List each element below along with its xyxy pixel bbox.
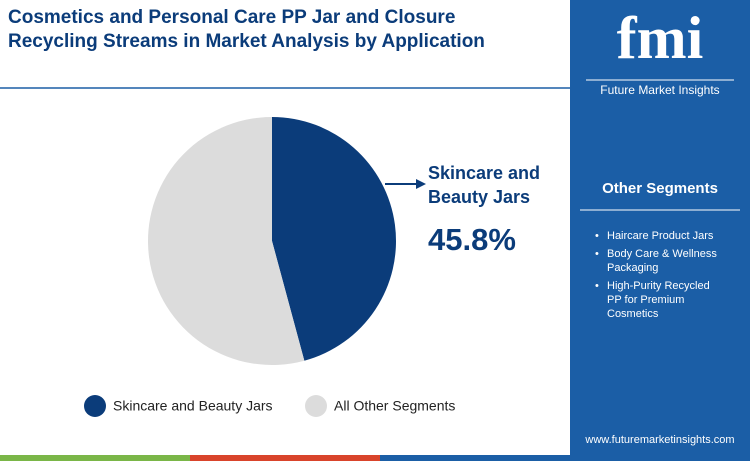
legend-label: All Other Segments — [334, 398, 455, 414]
legend-swatch — [84, 395, 106, 417]
legend-label: Skincare and Beauty Jars — [113, 398, 273, 414]
callout-label-line: Beauty Jars — [428, 187, 530, 207]
segment-item-line: Haircare Product Jars — [607, 230, 714, 242]
legend-swatch — [305, 395, 327, 417]
chart-title: Cosmetics and Personal Care PP Jar and C… — [8, 7, 485, 52]
segment-item-line: Packaging — [607, 262, 658, 274]
brand: Future Market Insights — [600, 83, 719, 97]
bullet: • — [595, 280, 599, 292]
segment-item-line: Body Care & Wellness — [607, 248, 717, 260]
footer-bar — [190, 455, 380, 461]
segment-item: High-Purity Recycled PP for Premium Cosmet… — [607, 280, 710, 320]
bullet: • — [595, 248, 599, 260]
sidebar-heading: Other Segments — [602, 180, 718, 197]
segment-item-line: Cosmetics — [607, 308, 659, 320]
callout-label-line: Skincare and — [428, 163, 540, 183]
chart-title-line: Recycling Streams in Market Analysis by … — [8, 31, 485, 52]
callout-label: Skincare and Beauty Jars — [428, 163, 540, 207]
segment-item: Haircare Product Jars — [607, 230, 714, 242]
bullet: • — [595, 230, 599, 242]
pie-slice — [147, 117, 305, 366]
footer-bar — [380, 455, 750, 461]
sidebar-panel — [570, 0, 750, 461]
footer-bar — [0, 455, 190, 461]
url: www.futuremarketinsights.com — [584, 434, 734, 446]
chart-title-line: Cosmetics and Personal Care PP Jar and C… — [8, 7, 455, 28]
segment-item: Body Care & Wellness Packaging — [607, 248, 717, 274]
logo: fmi — [617, 5, 704, 71]
value-label: 45.8% — [428, 222, 516, 257]
segment-item-line: PP for Premium — [607, 294, 684, 306]
callout-arrowhead — [416, 179, 426, 189]
pie-slice — [272, 117, 396, 361]
segment-item-line: High-Purity Recycled — [607, 280, 710, 292]
